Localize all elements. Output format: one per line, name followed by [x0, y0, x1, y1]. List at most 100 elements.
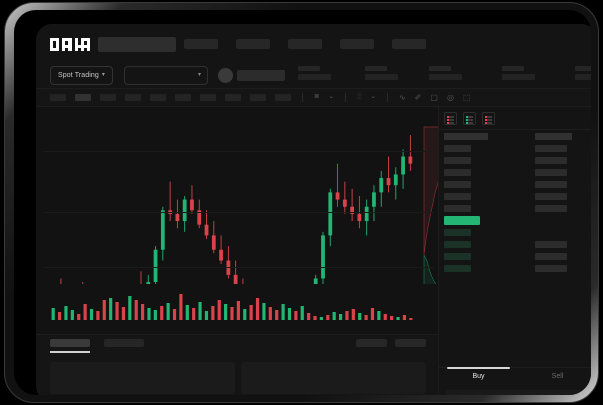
- mode-bar: [466, 122, 469, 124]
- amount-cell: [535, 181, 567, 188]
- interval-button-0[interactable]: [50, 94, 66, 101]
- volume-bar: [57, 312, 62, 320]
- interval-button-5[interactable]: [175, 94, 191, 101]
- order-form: Buy Sell: [438, 367, 591, 395]
- price-cell: [444, 205, 471, 212]
- line-chart-icon[interactable]: ∿: [398, 92, 406, 102]
- order-book-ask-row[interactable]: [439, 142, 591, 154]
- bottom-panel-actions: [356, 339, 426, 347]
- candle-body: [335, 192, 340, 200]
- volume-bar: [224, 304, 228, 320]
- interval-button-2[interactable]: [100, 94, 116, 101]
- fullscreen-icon[interactable]: ⬚: [462, 92, 471, 102]
- pencil-icon[interactable]: ✐: [414, 92, 422, 102]
- chevron-down-icon[interactable]: ⌄: [370, 93, 376, 101]
- volume-bar: [243, 309, 247, 320]
- market-type-dropdown[interactable]: Spot Trading ▾: [50, 66, 114, 85]
- volume-bar: [345, 311, 349, 320]
- main-nav: [184, 39, 426, 49]
- order-book-ask-row[interactable]: [439, 190, 591, 202]
- price-cell: [444, 193, 471, 200]
- volume-bar: [307, 313, 311, 320]
- order-book-bid-row[interactable]: [439, 262, 591, 274]
- nav-item-2[interactable]: [288, 39, 322, 49]
- tab-buy[interactable]: Buy: [439, 367, 518, 386]
- volume-bar: [313, 316, 317, 320]
- gear-icon[interactable]: ◎: [446, 92, 454, 102]
- header-stat-1: [365, 66, 398, 80]
- app-header: Spot Trading ▾ ▾: [36, 24, 591, 88]
- order-book-ask-row[interactable]: [439, 166, 591, 178]
- volume-bar: [96, 311, 100, 320]
- mode-bar: [447, 119, 450, 121]
- book-mode-asks[interactable]: [482, 112, 495, 125]
- chart-type-icon[interactable]: ░: [356, 93, 362, 101]
- volume-bar: [70, 310, 74, 320]
- volume-bar: [287, 308, 292, 320]
- order-book-bid-row[interactable]: [439, 238, 591, 250]
- indicator-icon[interactable]: ≣: [314, 93, 320, 101]
- bottom-tab-0[interactable]: [50, 339, 90, 353]
- candle-body: [219, 249, 223, 261]
- mode-bar: [468, 116, 473, 118]
- mode-bar: [485, 122, 488, 124]
- bottom-action-1[interactable]: [395, 339, 426, 347]
- volume-bar: [262, 303, 266, 320]
- tab-sell[interactable]: Sell: [551, 373, 564, 380]
- volume-bar: [89, 309, 94, 320]
- price-field[interactable]: [446, 390, 590, 395]
- okx-trading-app: Spot Trading ▾ ▾ ≣ ⌄ ░ ⌄ ∿ ✐ ▢ ◎ ⬚: [36, 24, 591, 395]
- order-book-ask-row[interactable]: [439, 178, 591, 190]
- interval-button-4[interactable]: [150, 94, 166, 101]
- book-mode-both[interactable]: [444, 112, 457, 125]
- okx-logo[interactable]: [50, 38, 90, 51]
- interval-button-1[interactable]: [75, 94, 91, 101]
- mode-bar: [485, 116, 488, 118]
- bottom-card-0[interactable]: [50, 362, 235, 394]
- interval-button-3[interactable]: [125, 94, 141, 101]
- bottom-tab-1[interactable]: [104, 339, 144, 347]
- bottom-action-0[interactable]: [356, 339, 387, 347]
- interval-button-6[interactable]: [200, 94, 216, 101]
- amount-cell: [535, 205, 567, 212]
- nav-item-3[interactable]: [340, 39, 374, 49]
- stat-value: [429, 74, 462, 80]
- interval-button-8[interactable]: [250, 94, 266, 101]
- order-book-ask-row[interactable]: [439, 202, 591, 214]
- volume-bar: [179, 294, 183, 320]
- order-book-bid-row[interactable]: [439, 226, 591, 238]
- book-mode-bids[interactable]: [463, 112, 476, 125]
- mode-bar: [449, 116, 454, 118]
- order-book[interactable]: [438, 107, 591, 367]
- chart-gridline: [44, 212, 434, 213]
- order-book-bid-row[interactable]: [439, 250, 591, 262]
- camera-icon[interactable]: ▢: [430, 92, 438, 102]
- mode-bar: [468, 122, 473, 124]
- order-book-rows: [439, 129, 591, 274]
- bottom-panel: [36, 334, 438, 395]
- volume-bar: [358, 313, 362, 320]
- avatar[interactable]: [218, 68, 233, 83]
- volume-bar: [102, 300, 106, 320]
- mode-bar: [487, 122, 492, 124]
- order-book-ask-row[interactable]: [439, 154, 591, 166]
- pair-select[interactable]: ▾: [124, 66, 208, 85]
- order-book-header[interactable]: [439, 130, 591, 142]
- interval-button-7[interactable]: [225, 94, 241, 101]
- volume-bar: [390, 316, 394, 320]
- order-book-mark-price[interactable]: [439, 214, 591, 226]
- toolbar-divider: [302, 93, 303, 102]
- candle-body: [160, 210, 165, 250]
- chart-gridline: [44, 267, 434, 268]
- nav-item-4[interactable]: [392, 39, 426, 49]
- header-stat-0: [429, 66, 462, 80]
- bottom-card-1[interactable]: [241, 362, 426, 394]
- nav-item-1[interactable]: [236, 39, 270, 49]
- chevron-down-icon[interactable]: ⌄: [328, 93, 334, 101]
- interval-button-9[interactable]: [275, 94, 291, 101]
- candle-body: [204, 224, 209, 236]
- volume-bar: [370, 308, 375, 320]
- nav-item-0[interactable]: [184, 39, 218, 49]
- search-input[interactable]: [98, 37, 176, 52]
- candle-body: [364, 206, 369, 222]
